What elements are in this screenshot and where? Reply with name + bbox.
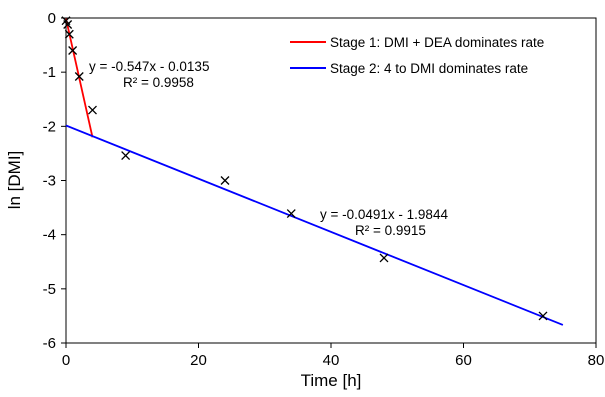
legend-label-stage1: Stage 1: DMI + DEA dominates rate	[330, 35, 544, 50]
data-point	[220, 176, 230, 185]
data-point	[286, 209, 296, 219]
stage1-equation: y = -0.547x - 0.0135	[89, 59, 209, 74]
x-tick-label: 60	[455, 352, 472, 369]
x-axis-title: Time [h]	[301, 371, 362, 390]
data-point	[63, 20, 73, 29]
stage2-equation: y = -0.0491x - 1.9844	[320, 207, 448, 222]
x-tick-label: 40	[323, 352, 340, 369]
y-tick-label: -2	[43, 118, 56, 135]
data-point	[88, 105, 97, 115]
stage1-r-squared: R² = 0.9958	[123, 75, 194, 90]
data-point	[538, 311, 548, 321]
trend-line-stage1	[65, 18, 94, 138]
y-tick-label: 0	[48, 10, 56, 27]
y-tick-label: -5	[43, 281, 56, 298]
data-point	[379, 253, 389, 263]
y-tick-label: -4	[43, 227, 56, 244]
x-tick-label: 80	[588, 352, 605, 369]
x-axis-ticks: 0 20 40 60 80	[62, 343, 605, 369]
data-point	[64, 29, 74, 39]
y-tick-label: -6	[43, 335, 56, 352]
data-points	[61, 16, 548, 321]
x-tick-label: 20	[190, 352, 207, 369]
data-point	[121, 151, 131, 161]
trend-lines	[65, 18, 564, 326]
data-point	[68, 46, 78, 55]
data-point	[74, 72, 84, 81]
stage2-r-squared: R² = 0.9915	[355, 223, 426, 238]
y-tick-label: -3	[43, 173, 56, 190]
legend-label-stage2: Stage 2: 4 to DMI dominates rate	[330, 61, 528, 76]
y-tick-label: -1	[43, 64, 56, 81]
y-axis-title: ln [DMI]	[5, 151, 24, 210]
x-tick-label: 0	[62, 352, 70, 369]
plot-area	[65, 17, 597, 344]
legend: Stage 1: DMI + DEA dominates rate Stage …	[290, 35, 544, 76]
trend-line-stage2	[65, 124, 564, 326]
y-axis-ticks: 0 -1 -2 -3 -4 -5 -6	[43, 10, 66, 352]
